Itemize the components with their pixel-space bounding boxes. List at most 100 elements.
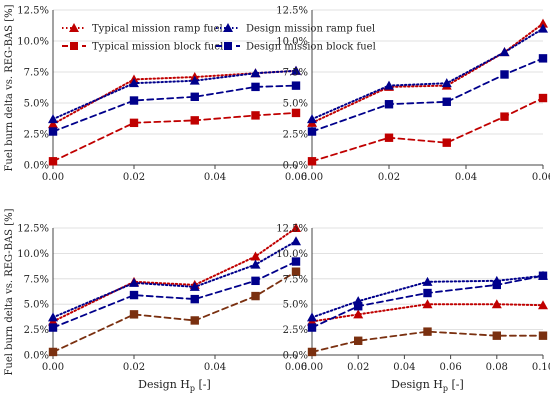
data-point xyxy=(48,323,58,332)
y-axis-title: Fuel burn delta vs. REG-BAS [%] xyxy=(4,4,15,171)
data-point xyxy=(353,309,364,319)
data-point xyxy=(190,116,199,125)
series-line xyxy=(52,227,297,323)
data-point xyxy=(291,65,301,75)
x-axis-title: Design Hp [-] xyxy=(138,378,211,393)
y-tick-label: 5.0% xyxy=(24,99,49,110)
data-point xyxy=(48,127,58,136)
y-tick-label: 0.0% xyxy=(24,351,49,362)
x-tick-label: 0.08 xyxy=(486,362,508,373)
data-point xyxy=(48,347,58,357)
data-point xyxy=(48,114,58,124)
data-point xyxy=(129,96,139,105)
data-point xyxy=(423,288,432,298)
x-tick-label: 0.04 xyxy=(455,172,477,183)
y-tick-label: 12.5% xyxy=(17,224,49,235)
data-point xyxy=(423,327,432,336)
data-point xyxy=(250,251,261,261)
legend-marker xyxy=(224,42,232,50)
x-tick-label: 0.10 xyxy=(532,362,550,373)
data-point xyxy=(251,276,260,286)
x-tick-label: 0.04 xyxy=(204,362,226,373)
data-point xyxy=(384,133,394,142)
legend-label: Design mission block fuel xyxy=(246,42,376,53)
y-tick-label: 10.0% xyxy=(17,249,49,260)
x-tick-label: 0.04 xyxy=(204,172,226,183)
y-tick-label: 5.0% xyxy=(283,99,308,110)
series-typical-mission-ramp-fuel xyxy=(48,223,301,326)
data-point xyxy=(538,93,548,103)
legend-marker xyxy=(70,42,78,50)
series-line xyxy=(311,330,544,353)
y-tick-label: 10.0% xyxy=(276,249,308,260)
data-point xyxy=(491,299,502,309)
series-design-mission-ramp-fuel xyxy=(48,65,301,124)
y-tick-label: 0.0% xyxy=(283,351,308,362)
series-typical-mission-block-fuel xyxy=(307,327,548,357)
x-tick-label: 0.02 xyxy=(378,172,400,183)
data-point xyxy=(129,277,139,287)
data-point xyxy=(500,70,509,79)
x-tick-label: 0.06 xyxy=(439,362,461,373)
data-point xyxy=(251,291,260,301)
data-point xyxy=(307,157,317,166)
x-tick-label: 0.00 xyxy=(301,362,323,373)
series-line xyxy=(52,260,297,329)
data-point xyxy=(189,75,200,85)
x-tick-label: 0.00 xyxy=(42,172,64,183)
data-point xyxy=(442,97,451,106)
y-tick-label: 2.5% xyxy=(24,130,49,141)
chart-panel-4: 0.0% 2.5% 5.0% 7.5% 10.0% 12.5% 0.00 0.02 0.04 0.… xyxy=(276,224,550,394)
y-tick-label: 7.5% xyxy=(283,274,308,285)
data-point xyxy=(291,223,301,232)
x-tick-label: 0.02 xyxy=(123,362,145,373)
data-point xyxy=(189,281,200,291)
data-point xyxy=(492,331,501,340)
x-tick-label: 0.00 xyxy=(301,172,323,183)
x-tick-label: 0.06 xyxy=(285,362,307,373)
data-point xyxy=(291,81,301,90)
data-point xyxy=(190,294,199,304)
data-point xyxy=(190,316,199,325)
data-point xyxy=(538,271,548,280)
series-typical-mission-block-fuel xyxy=(307,93,548,166)
data-point xyxy=(48,119,58,129)
y-tick-label: 5.0% xyxy=(24,300,49,311)
data-point xyxy=(251,82,260,92)
y-tick-label: 10.0% xyxy=(276,37,308,48)
data-point xyxy=(307,347,317,357)
y-tick-label: 7.5% xyxy=(24,68,49,79)
x-tick-label: 0.06 xyxy=(532,172,550,183)
y-tick-label: 0.0% xyxy=(283,161,308,172)
legend-item: Typical mission ramp fuel xyxy=(62,23,223,35)
series-typical-mission-ramp-fuel xyxy=(307,18,548,127)
legend: Typical mission ramp fuel Typical mission… xyxy=(62,23,376,53)
y-tick-label: 2.5% xyxy=(283,130,308,141)
data-point xyxy=(499,47,510,57)
data-point xyxy=(250,68,261,78)
series-design-mission-ramp-fuel xyxy=(307,23,548,124)
x-axis-title: Design Hp [-] xyxy=(391,378,464,393)
y-tick-label: 10.0% xyxy=(17,37,49,48)
y-tick-label: 12.5% xyxy=(276,224,308,235)
x-tick-label: 0.06 xyxy=(285,172,307,183)
series-line xyxy=(311,22,544,124)
legend-marker xyxy=(69,23,79,32)
data-point xyxy=(251,111,260,120)
y-tick-label: 5.0% xyxy=(283,300,308,311)
data-point xyxy=(307,312,317,322)
y-tick-label: 7.5% xyxy=(24,274,49,285)
chart-panel-2: 0.0% 2.5% 5.0% 7.5% 10.0% 12.5% 0.00 0.02 0.04 0.… xyxy=(276,6,550,184)
data-point xyxy=(422,299,433,309)
data-point xyxy=(129,78,139,88)
data-point xyxy=(354,302,363,311)
data-point xyxy=(307,114,317,124)
data-point xyxy=(538,331,548,340)
series-design-mission-block-fuel xyxy=(48,81,301,136)
y-tick-label: 0.0% xyxy=(24,161,49,172)
data-point xyxy=(291,236,301,246)
data-point xyxy=(129,118,139,128)
legend-item: Typical mission block fuel xyxy=(62,42,223,53)
series-design-mission-block-fuel xyxy=(307,271,548,332)
data-point xyxy=(442,138,451,147)
